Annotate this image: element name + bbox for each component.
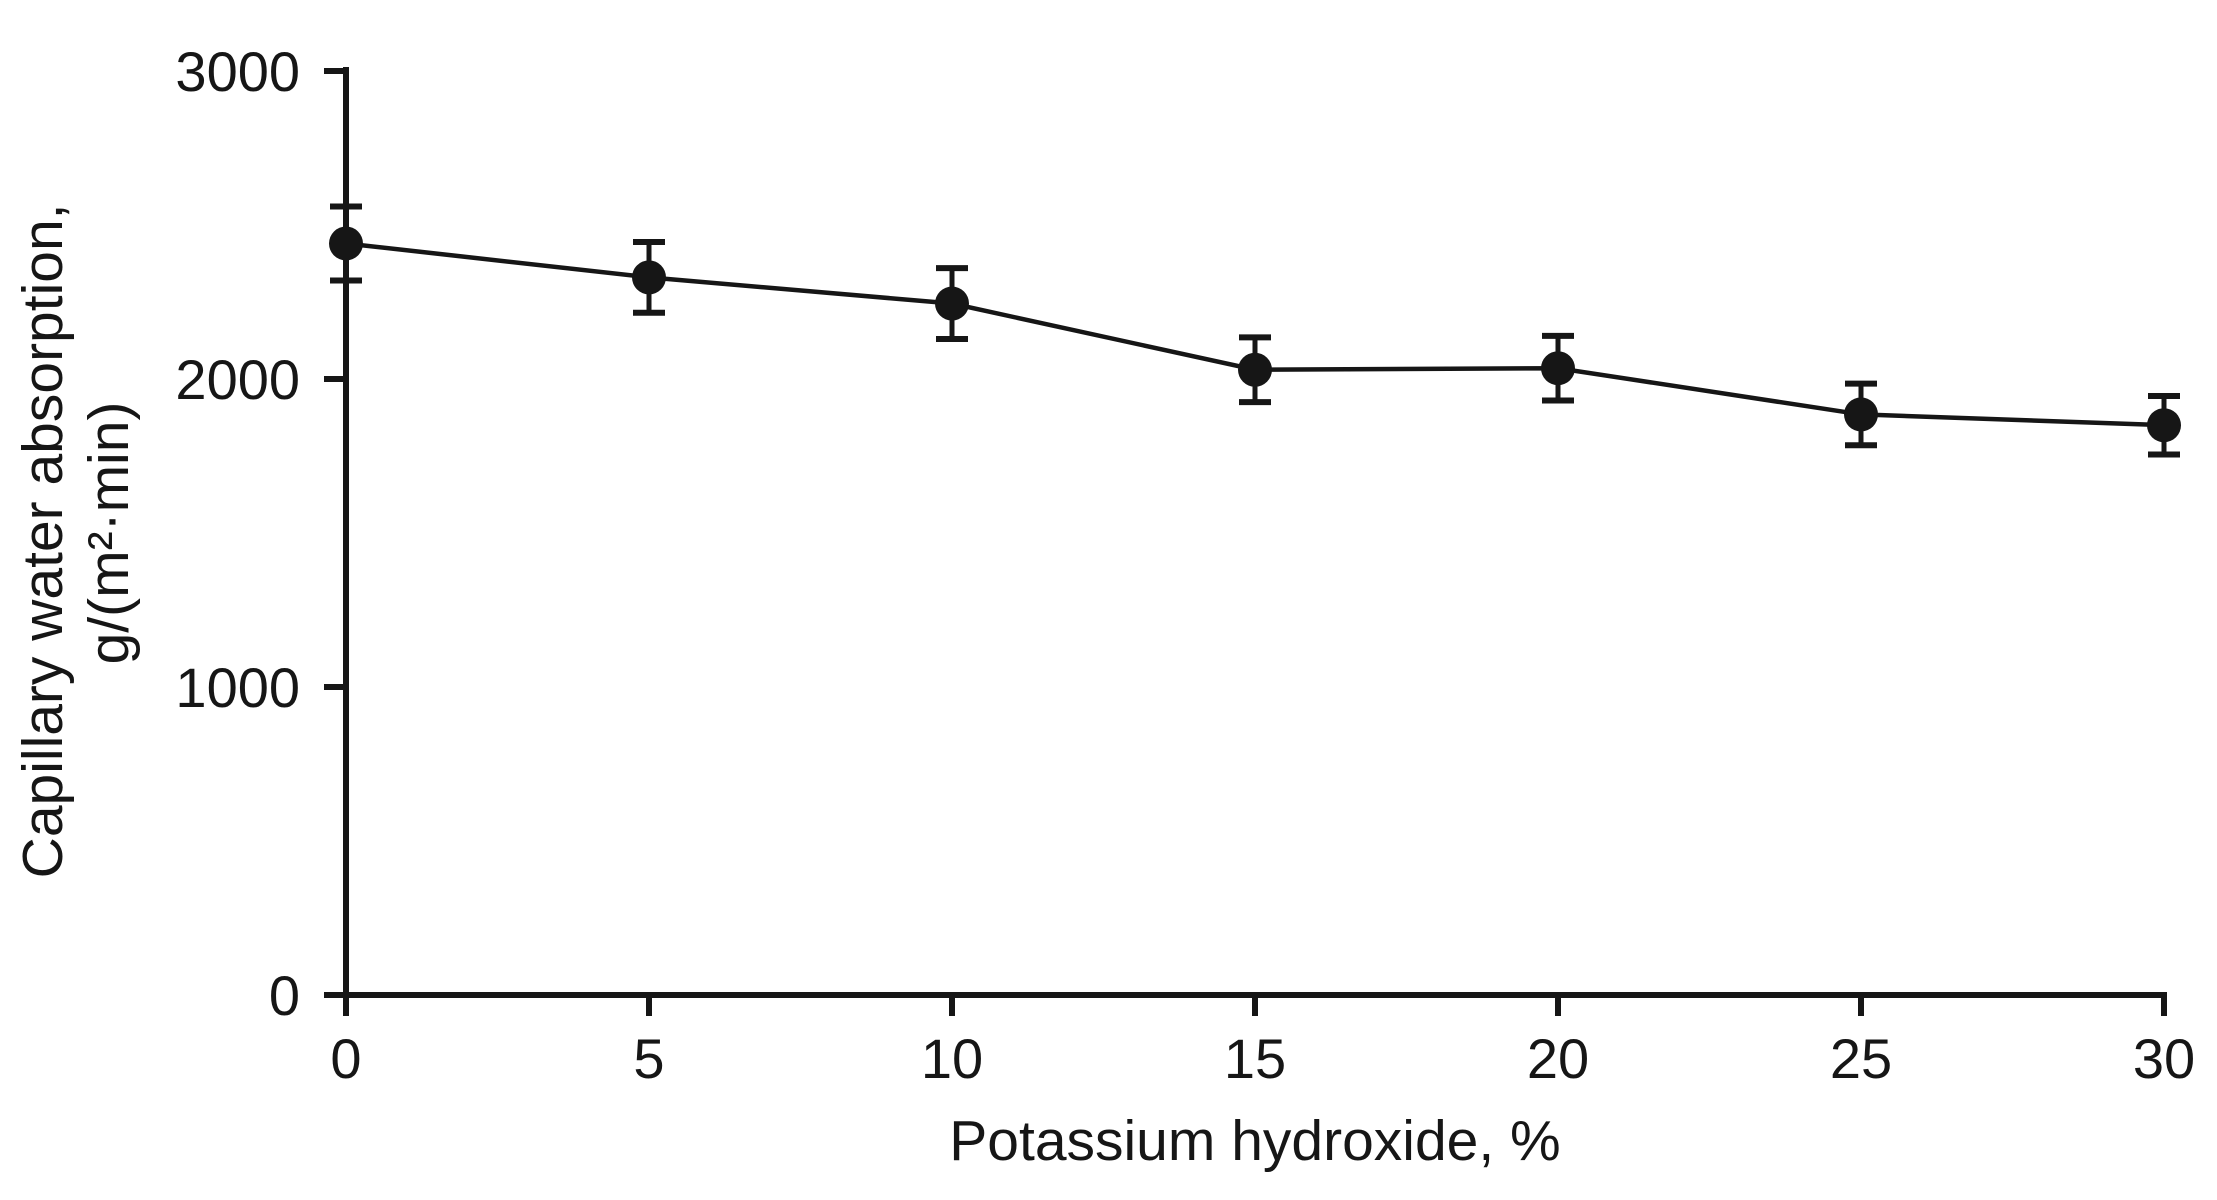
x-axis-title: Potassium hydroxide, % <box>949 1109 1560 1173</box>
y-axis: 0 1000 2000 3000 <box>175 40 349 1027</box>
y-axis-title-line1: Capillary water absorption, <box>11 204 75 879</box>
x-tick-label: 20 <box>1527 1027 1589 1090</box>
y-axis-title-line2: g/(m²·min) <box>77 402 141 665</box>
x-tick-label: 0 <box>330 1027 361 1090</box>
x-tick-label: 5 <box>633 1027 664 1090</box>
y-axis-tick-labels: 0 1000 2000 3000 <box>175 40 300 1027</box>
x-axis: 0 5 10 15 20 25 30 <box>330 992 2195 1090</box>
x-tick-label: 30 <box>2133 1027 2195 1090</box>
y-tick-label: 1000 <box>175 656 300 719</box>
data-point-marker <box>632 260 666 295</box>
data-point-marker <box>1541 351 1575 386</box>
x-tick-label: 25 <box>1830 1027 1892 1090</box>
y-tick-label: 0 <box>269 964 300 1027</box>
x-axis-ticks <box>343 995 2167 1016</box>
data-point-marker <box>935 286 969 321</box>
x-tick-label: 15 <box>1224 1027 1286 1090</box>
y-axis-title: Capillary water absorption, g/(m²·min) <box>11 188 141 879</box>
data-point-marker <box>1844 397 1878 432</box>
y-tick-label: 3000 <box>175 40 300 103</box>
y-axis-ticks <box>324 68 346 998</box>
data-point-marker <box>1238 352 1272 387</box>
x-axis-tick-labels: 0 5 10 15 20 25 30 <box>330 1027 2195 1090</box>
data-points-group <box>329 226 2181 443</box>
y-tick-label: 2000 <box>175 348 300 411</box>
x-tick-label: 10 <box>921 1027 983 1090</box>
data-point-marker <box>2147 408 2181 443</box>
